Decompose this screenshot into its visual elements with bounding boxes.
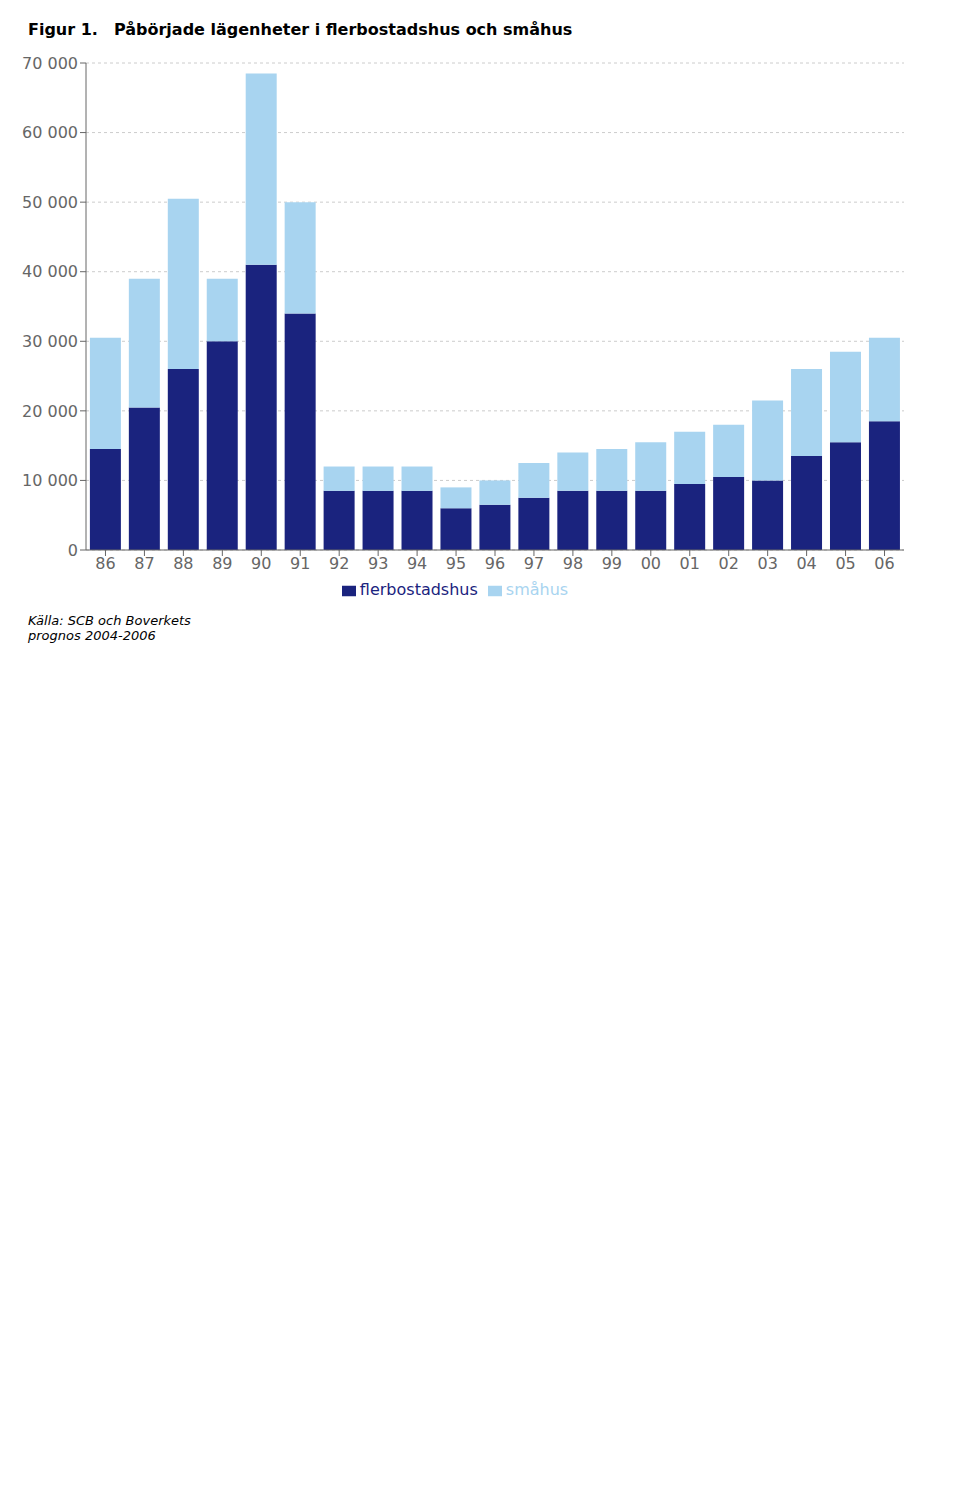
- svg-text:60 000: 60 000: [22, 123, 78, 142]
- svg-text:0: 0: [68, 541, 78, 560]
- svg-text:94: 94: [407, 554, 427, 573]
- svg-text:91: 91: [290, 554, 310, 573]
- svg-text:20 000: 20 000: [22, 402, 78, 421]
- html-text:Källa: SCB och Boverkets progn: Källa: SCB och Boverkets prognos 2004-20…: [28, 613, 191, 643]
- html-text:Påbörjade lägenheter i flerbos: Påbörjade lägenheter i flerbostadshus oc…: [113, 20, 573, 39]
- svg-text:01: 01: [680, 554, 700, 573]
- svg-text:86: 86: [95, 554, 115, 573]
- svg-text:02: 02: [719, 554, 739, 573]
- svg-text:70 000: 70 000: [22, 54, 78, 73]
- svg-text:96: 96: [485, 554, 505, 573]
- svg-text:40 000: 40 000: [22, 262, 78, 281]
- svg-text:04: 04: [796, 554, 816, 573]
- svg-text:88: 88: [173, 554, 193, 573]
- svg-text:30 000: 30 000: [22, 332, 78, 351]
- html-text:småhus: småhus: [505, 580, 569, 599]
- svg-text:97: 97: [524, 554, 544, 573]
- svg-text:06: 06: [874, 554, 894, 573]
- svg-text:95: 95: [446, 554, 466, 573]
- svg-text:93: 93: [368, 554, 388, 573]
- svg-text:98: 98: [563, 554, 583, 573]
- svg-text:03: 03: [757, 554, 777, 573]
- svg-text:00: 00: [641, 554, 661, 573]
- svg-text:10 000: 10 000: [22, 471, 78, 490]
- svg-text:89: 89: [212, 554, 232, 573]
- html-text:Figur 1.: Figur 1.: [28, 20, 98, 39]
- svg-text:87: 87: [134, 554, 154, 573]
- svg-text:99: 99: [602, 554, 622, 573]
- html-text:flerbostadshus: flerbostadshus: [359, 580, 478, 599]
- svg-text:90: 90: [251, 554, 271, 573]
- svg-text:05: 05: [835, 554, 855, 573]
- svg-text:50 000: 50 000: [22, 193, 78, 212]
- svg-text:92: 92: [329, 554, 349, 573]
